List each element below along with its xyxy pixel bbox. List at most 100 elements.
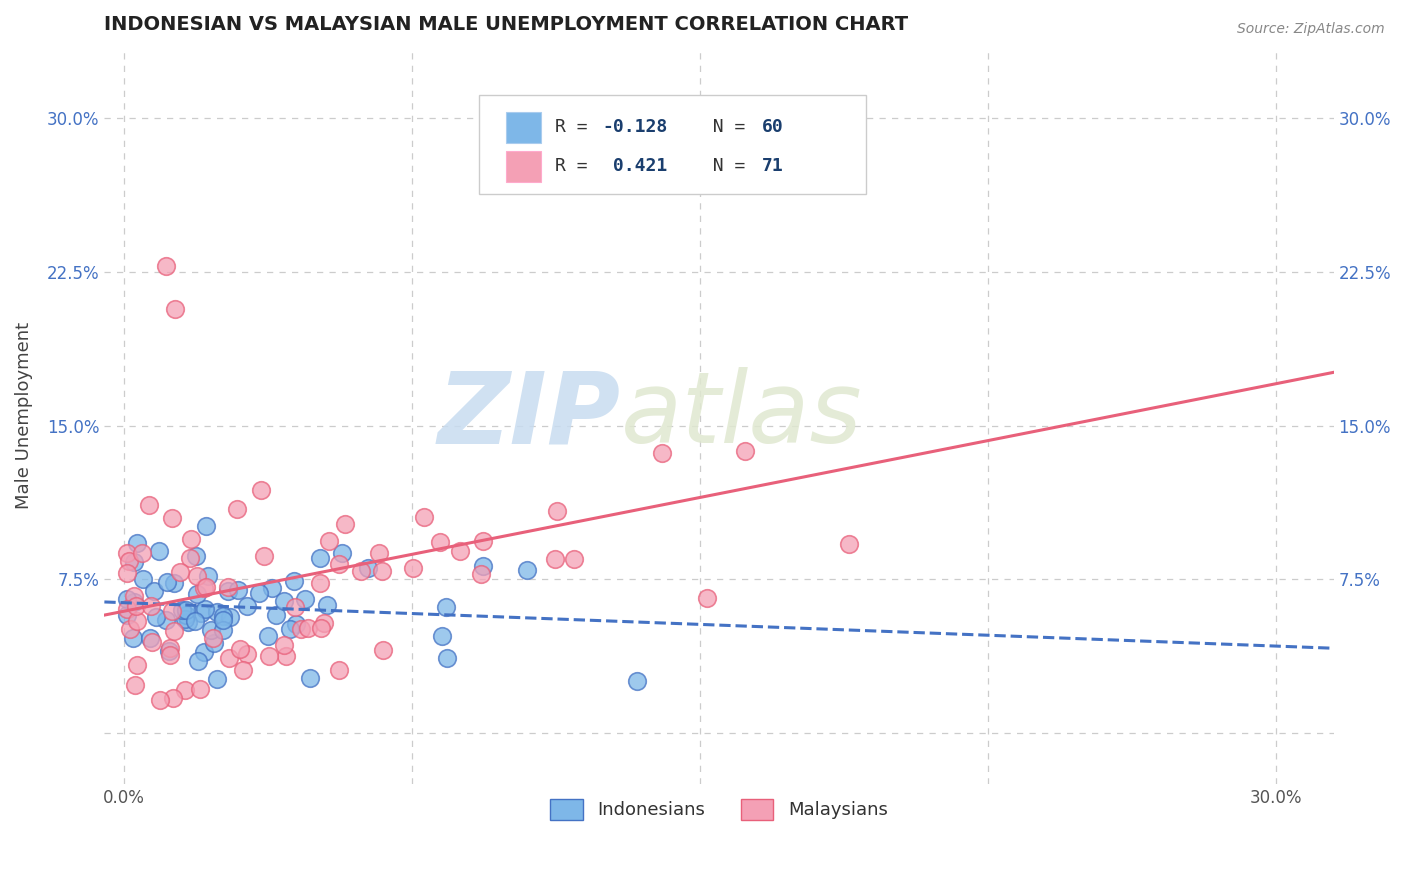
Legend: Indonesians, Malaysians: Indonesians, Malaysians <box>543 792 896 827</box>
Point <box>309 550 332 565</box>
Point <box>309 575 332 590</box>
Point <box>177 615 200 629</box>
Point <box>328 663 350 677</box>
Point <box>149 693 172 707</box>
Point <box>124 677 146 691</box>
Point <box>184 614 207 628</box>
Point <box>122 589 145 603</box>
Point <box>156 574 179 589</box>
Point <box>312 615 335 630</box>
Point <box>131 546 153 560</box>
Point <box>169 566 191 580</box>
Text: -0.128: -0.128 <box>602 118 668 136</box>
Point <box>132 572 155 586</box>
Point <box>696 591 718 606</box>
Point <box>235 647 257 661</box>
Point <box>256 629 278 643</box>
Point <box>117 608 139 623</box>
Point <box>141 634 163 648</box>
Point <box>253 549 276 563</box>
Point <box>471 533 494 548</box>
FancyBboxPatch shape <box>479 95 866 194</box>
Point <box>117 545 139 559</box>
FancyBboxPatch shape <box>506 112 541 143</box>
Point <box>205 606 228 620</box>
Point <box>138 499 160 513</box>
Point <box>273 594 295 608</box>
Point <box>212 613 235 627</box>
Point <box>148 544 170 558</box>
Point <box>125 658 148 673</box>
Point <box>516 564 538 578</box>
Text: 60: 60 <box>762 118 783 136</box>
Point <box>193 581 215 595</box>
Point <box>121 631 143 645</box>
Point <box>159 640 181 655</box>
Point <box>180 532 202 546</box>
Point <box>187 654 209 668</box>
Point <box>266 608 288 623</box>
Point <box>212 623 235 637</box>
Point <box>205 672 228 686</box>
Point <box>195 580 218 594</box>
Point <box>651 446 673 460</box>
Point <box>371 564 394 578</box>
Point <box>202 631 225 645</box>
Point <box>162 690 184 705</box>
Point <box>373 643 395 657</box>
Point <box>318 534 340 549</box>
Point <box>297 622 319 636</box>
Point <box>278 622 301 636</box>
Point <box>250 483 273 497</box>
Point <box>139 599 162 613</box>
Point <box>225 501 247 516</box>
Point <box>284 599 307 614</box>
Point <box>186 587 208 601</box>
Y-axis label: Male Unemployment: Male Unemployment <box>15 322 32 509</box>
Point <box>285 616 308 631</box>
Point <box>118 622 141 636</box>
Point <box>118 554 141 568</box>
Point <box>125 535 148 549</box>
Point <box>402 560 425 574</box>
Text: atlas: atlas <box>620 367 862 464</box>
Point <box>470 567 492 582</box>
Point <box>163 301 186 316</box>
Point <box>122 555 145 569</box>
Point <box>200 624 222 638</box>
Point <box>332 545 354 559</box>
Point <box>190 606 212 620</box>
Text: ZIP: ZIP <box>437 367 620 464</box>
Point <box>188 682 211 697</box>
Point <box>294 592 316 607</box>
Point <box>316 598 339 612</box>
Point <box>626 673 648 688</box>
Point <box>328 557 350 571</box>
Point <box>184 549 207 563</box>
Point <box>546 504 568 518</box>
Text: 71: 71 <box>762 157 783 175</box>
Point <box>283 574 305 588</box>
Point <box>257 649 280 664</box>
Point <box>562 552 585 566</box>
Point <box>434 600 457 615</box>
Point <box>449 544 471 558</box>
Point <box>368 546 391 560</box>
Point <box>350 564 373 578</box>
Point <box>429 535 451 549</box>
Point <box>162 604 184 618</box>
Point <box>226 582 249 597</box>
Point <box>299 671 322 685</box>
Point <box>174 607 197 622</box>
Point <box>273 638 295 652</box>
Point <box>236 599 259 614</box>
Point <box>125 599 148 614</box>
Point <box>217 584 239 599</box>
Point <box>472 559 495 574</box>
Point <box>212 609 235 624</box>
Point <box>172 603 194 617</box>
Point <box>173 683 195 698</box>
Point <box>195 519 218 533</box>
Point <box>436 651 458 665</box>
Point <box>160 511 183 525</box>
